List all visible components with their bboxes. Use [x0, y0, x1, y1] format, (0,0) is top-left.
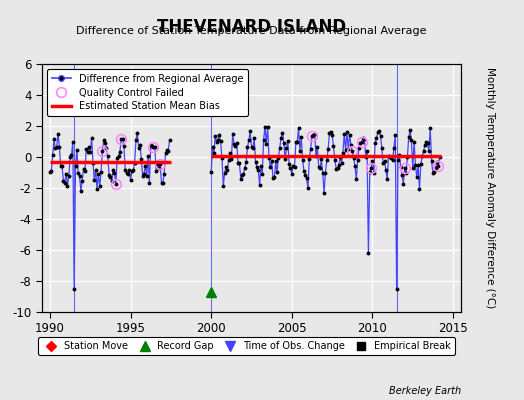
Text: Berkeley Earth: Berkeley Earth — [389, 386, 461, 396]
Legend: Difference from Regional Average, Quality Control Failed, Estimated Station Mean: Difference from Regional Average, Qualit… — [47, 69, 248, 116]
Legend: Station Move, Record Gap, Time of Obs. Change, Empirical Break: Station Move, Record Gap, Time of Obs. C… — [38, 337, 455, 355]
Text: THEVENARD ISLAND: THEVENARD ISLAND — [157, 18, 346, 36]
Text: Difference of Station Temperature Data from Regional Average: Difference of Station Temperature Data f… — [77, 26, 427, 36]
Y-axis label: Monthly Temperature Anomaly Difference (°C): Monthly Temperature Anomaly Difference (… — [485, 67, 495, 309]
